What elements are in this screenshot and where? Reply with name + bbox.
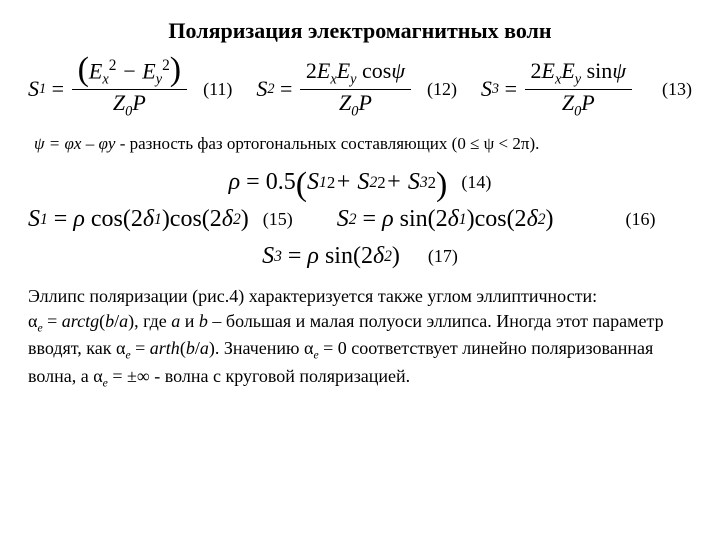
- eq-16: S2 = ρ sin(2δ1)cos(2δ2) (16): [337, 206, 656, 233]
- eqno-14: (14): [461, 172, 491, 193]
- eqno-11: (11): [203, 79, 232, 100]
- eqno-15: (15): [263, 209, 293, 230]
- note-rest: - разность фаз ортогональных составляющи…: [115, 134, 539, 153]
- note-prefix: ψ = φx – φy: [34, 134, 115, 153]
- eqno-16: (16): [626, 209, 656, 230]
- eq-15: S1 = ρ cos(2δ1)cos(2δ2) (15): [28, 206, 293, 233]
- eqno-13: (13): [662, 79, 692, 100]
- eq-12: S2 = 2ExEy cosψ Z0P (12): [256, 59, 457, 120]
- eqno-17: (17): [428, 246, 458, 267]
- phase-note: ψ = φx – φy - разность фаз ортогональных…: [34, 133, 692, 156]
- page: Поляризация электромагнитных волн S1 = (…: [0, 0, 720, 540]
- ellipse-paragraph: Эллипс поляризации (рис.4) характеризует…: [28, 284, 692, 390]
- eqno-12: (12): [427, 79, 457, 100]
- eq-row-11-12-13: S1 = (Ex2 − Ey2) Z0P (11) S2 = 2ExEy cos…: [28, 58, 692, 121]
- eq-row-14: ρ = 0.5(S12 + S22 + S32) (14): [28, 169, 692, 196]
- para-l1: Эллипс поляризации (рис.4) характеризует…: [28, 286, 597, 306]
- eq-17: S3 = ρ sin(2δ2): [262, 243, 400, 270]
- eq-13: S3 = 2ExEy sinψ Z0P (13): [481, 59, 692, 120]
- eq-row-17: S3 = ρ sin(2δ2) (17): [28, 243, 692, 270]
- eq-row-15-16: S1 = ρ cos(2δ1)cos(2δ2) (15) S2 = ρ sin(…: [28, 206, 692, 233]
- eq-14: ρ = 0.5(S12 + S22 + S32): [229, 169, 448, 196]
- page-title: Поляризация электромагнитных волн: [28, 18, 692, 44]
- eq-11: S1 = (Ex2 − Ey2) Z0P (11): [28, 58, 232, 121]
